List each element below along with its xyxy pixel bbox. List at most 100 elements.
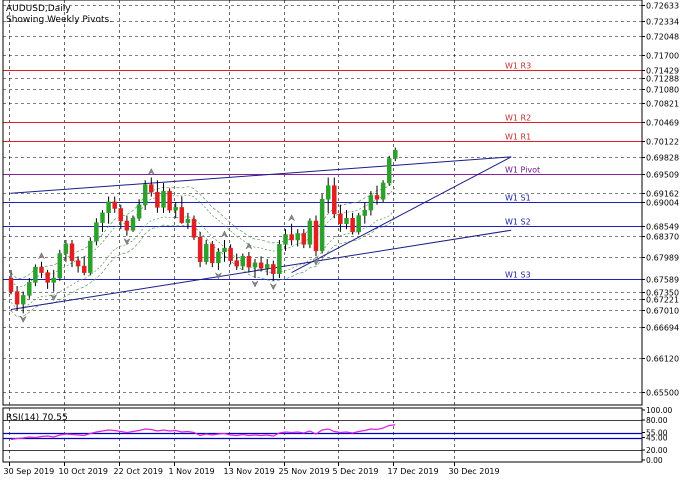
- candle[interactable]: [118, 204, 124, 230]
- price-axis[interactable]: 0.72633 0.72334 0.72048 0.71700 0.714290.712…: [642, 2, 679, 398]
- candle-body: [393, 150, 398, 159]
- candle[interactable]: [338, 204, 343, 232]
- candle[interactable]: [161, 182, 166, 213]
- candle[interactable]: [45, 269, 50, 289]
- pivot-label: W1 S2: [505, 218, 531, 227]
- candle[interactable]: [33, 264, 38, 287]
- candle[interactable]: [362, 201, 368, 224]
- candle[interactable]: [106, 196, 111, 224]
- candle[interactable]: [277, 239, 282, 279]
- date-label: 5 Dec 2019: [333, 467, 379, 476]
- candle[interactable]: [51, 269, 56, 292]
- candle[interactable]: [356, 212, 361, 235]
- candle[interactable]: [374, 185, 380, 205]
- candle[interactable]: [393, 147, 398, 162]
- candle[interactable]: [252, 259, 258, 279]
- candle[interactable]: [313, 215, 319, 257]
- candle[interactable]: [380, 180, 386, 202]
- candle-body: [45, 272, 50, 283]
- candle-body: [149, 184, 154, 193]
- candle-body: [142, 184, 148, 205]
- candle[interactable]: [222, 239, 227, 262]
- rsi-label: 55.00: [646, 429, 668, 438]
- candle[interactable]: [14, 286, 20, 311]
- candle-body: [350, 218, 355, 233]
- candle[interactable]: [57, 249, 63, 281]
- candle[interactable]: [258, 256, 264, 272]
- candle-body: [27, 282, 32, 296]
- candle[interactable]: [69, 239, 75, 268]
- candle[interactable]: [75, 256, 81, 273]
- candle-body: [252, 262, 258, 268]
- candle-body: [332, 185, 337, 215]
- candle[interactable]: [283, 229, 288, 251]
- candle[interactable]: [81, 256, 87, 276]
- candle[interactable]: [149, 177, 154, 197]
- candle[interactable]: [368, 191, 374, 216]
- candle[interactable]: [112, 196, 117, 213]
- candle-body: [14, 291, 20, 305]
- candle[interactable]: [301, 229, 307, 249]
- candle[interactable]: [228, 244, 233, 265]
- candle[interactable]: [246, 251, 252, 273]
- candle-body: [222, 247, 227, 253]
- candle[interactable]: [8, 269, 14, 295]
- envelope-band: [10, 217, 396, 318]
- candle[interactable]: [100, 210, 105, 232]
- candle[interactable]: [210, 241, 215, 268]
- envelope-band: [10, 187, 396, 288]
- candle[interactable]: [136, 199, 142, 221]
- candle[interactable]: [271, 260, 276, 281]
- candle[interactable]: [27, 278, 32, 299]
- candle-body: [57, 253, 63, 279]
- candles[interactable]: [8, 147, 398, 314]
- candle[interactable]: [155, 180, 160, 213]
- pivot-label: W1 R1: [505, 133, 531, 142]
- candle[interactable]: [240, 253, 246, 270]
- candle[interactable]: [307, 218, 313, 249]
- candle[interactable]: [20, 291, 26, 314]
- price-label: 0.69162: [646, 190, 679, 199]
- candle[interactable]: [203, 239, 209, 265]
- candle-body: [197, 237, 203, 262]
- candle[interactable]: [216, 248, 221, 270]
- candle[interactable]: [295, 229, 300, 247]
- candle[interactable]: [142, 180, 148, 211]
- candle[interactable]: [386, 155, 392, 186]
- candle-body: [161, 190, 166, 208]
- fractal-down-icon: [214, 272, 223, 280]
- envelope-bands: [10, 179, 396, 318]
- candle[interactable]: [179, 196, 185, 224]
- candle-body: [130, 218, 136, 231]
- candle[interactable]: [130, 215, 136, 232]
- candle[interactable]: [39, 261, 44, 279]
- candle-body: [283, 234, 288, 245]
- fractal-down-icon: [19, 315, 27, 323]
- candle-body: [338, 213, 343, 224]
- candle-body: [39, 266, 44, 273]
- candle-body: [368, 195, 374, 211]
- date-axis: 30 Sep 2019 10 Oct 2019 22 Oct 2019 1 Nov 2…: [4, 462, 500, 476]
- candle[interactable]: [185, 212, 191, 230]
- fractal-down-icon: [50, 293, 58, 302]
- candle-body: [380, 182, 386, 200]
- candle[interactable]: [197, 231, 203, 268]
- candle[interactable]: [124, 215, 130, 236]
- candle[interactable]: [344, 210, 349, 230]
- candle[interactable]: [319, 193, 325, 254]
- candle[interactable]: [167, 188, 172, 213]
- candle[interactable]: [191, 215, 197, 240]
- candle[interactable]: [234, 253, 239, 270]
- candle-body: [136, 204, 142, 219]
- candle[interactable]: [94, 218, 99, 246]
- candle[interactable]: [63, 239, 69, 262]
- candle[interactable]: [173, 201, 178, 219]
- candle[interactable]: [264, 259, 270, 276]
- candle[interactable]: [88, 237, 93, 276]
- candle[interactable]: [325, 177, 331, 213]
- candle[interactable]: [350, 212, 355, 235]
- candle[interactable]: [289, 223, 294, 246]
- candle[interactable]: [332, 177, 337, 219]
